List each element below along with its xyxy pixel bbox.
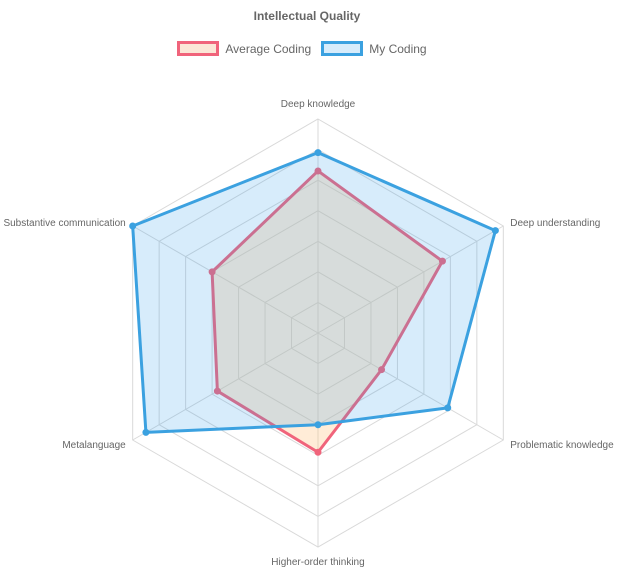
axis-label-deep-understanding: Deep understanding: [510, 218, 600, 229]
axis-label-substantive-communication: Substantive communication: [3, 218, 125, 229]
radar-axis-labels: Deep knowledge Deep understanding Problema…: [3, 99, 614, 568]
series-point-average-coding-substantive-communication: [208, 268, 216, 276]
axis-line-substantive-communication: [132, 225, 319, 334]
axis-line-problematic-knowledge: [317, 332, 504, 441]
axis-label-deep-knowledge: Deep knowledge: [281, 99, 356, 110]
axis-line-metalanguage: [132, 332, 319, 441]
series-point-average-coding-problematic-knowledge: [378, 366, 386, 374]
series-point-my-coding-problematic-knowledge: [444, 404, 452, 412]
series-point-my-coding-substantive-communication: [129, 222, 137, 230]
chart-title: Intellectual Quality: [253, 9, 361, 23]
axis-label-metalanguage: Metalanguage: [62, 440, 126, 451]
legend-swatch-average-coding: [177, 41, 220, 56]
series-point-average-coding-deep-understanding: [438, 257, 446, 265]
series-point-my-coding-metalanguage: [142, 428, 150, 436]
series-point-my-coding-deep-knowledge: [314, 149, 322, 157]
legend-label-average-coding: Average Coding: [225, 41, 312, 56]
axis-label-higher-order-thinking: Higher-order thinking: [271, 557, 364, 568]
legend-label-my-coding: My Coding: [369, 41, 427, 56]
radar-series: [129, 149, 499, 456]
series-point-average-coding-higher-order-thinking: [314, 448, 322, 456]
axis-label-problematic-knowledge: Problematic knowledge: [510, 440, 614, 451]
axis-line-deep-understanding: [317, 225, 504, 334]
legend-swatch-my-coding: [321, 41, 364, 56]
legend: Average Coding My Coding: [0, 41, 604, 56]
series-point-average-coding-metalanguage: [213, 387, 221, 395]
legend-item-my-coding[interactable]: My Coding: [321, 41, 427, 56]
series-point-my-coding-higher-order-thinking: [314, 421, 322, 429]
series-point-my-coding-deep-understanding: [491, 227, 499, 235]
legend-item-average-coding[interactable]: Average Coding: [177, 41, 311, 56]
series-point-average-coding-deep-knowledge: [314, 167, 322, 175]
